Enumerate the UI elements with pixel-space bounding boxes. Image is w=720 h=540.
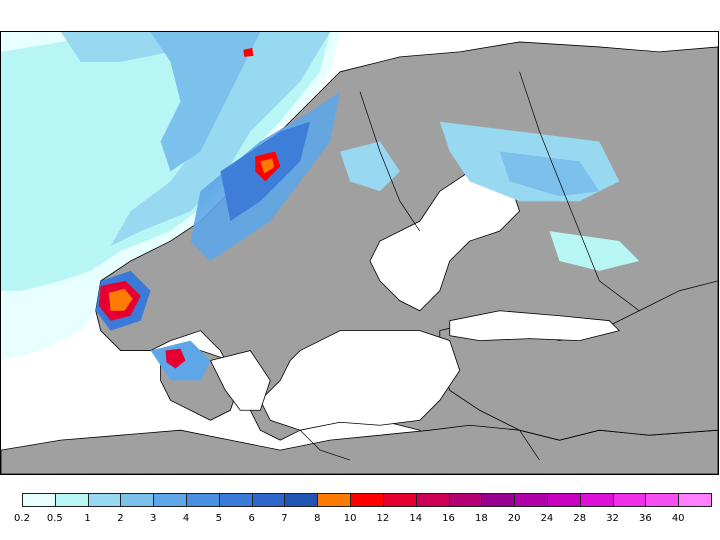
kattegat [209,350,271,411]
precip-land-field [95,47,640,381]
legend-swatch [350,493,384,507]
borders [299,71,640,461]
precip-core-south [165,348,186,369]
legend-tick-label: 1 [84,513,91,524]
legend-tick-label: 20 [507,513,521,524]
legend-tick-label: 6 [248,513,255,524]
legend-swatch [251,493,286,507]
legend-swatch [153,493,188,507]
legend-tick-label: 8 [314,513,321,524]
seas [209,170,621,431]
legend-swatch [546,493,581,507]
legend-swatch [579,493,614,507]
legend-swatch [612,493,647,507]
legend-tick-label: 36 [639,513,652,524]
legend-swatch [481,493,516,507]
legend-tick-label: 2 [117,513,124,524]
gulf-of-finland [449,310,621,342]
legend-swatch [382,493,417,507]
legend-swatch [415,493,450,507]
legend-swatch [645,493,680,507]
legend-swatch [54,493,89,507]
legend-swatch [284,493,319,507]
legend-swatch [678,493,712,507]
precipitation-legend [22,493,712,507]
legend-swatch [448,493,483,507]
legend-tick-label: 14 [409,513,423,524]
legend-swatch [87,493,122,507]
legend-tick-label: 12 [376,513,390,524]
legend-tick-label: 0.2 [14,513,30,524]
legend-swatch [120,493,155,507]
legend-tick-label: 32 [606,513,619,524]
legend-tick-label: 10 [343,513,357,524]
legend-tick-label: 28 [573,513,587,524]
legend-tick-label: 18 [474,513,488,524]
precipitation-map [0,31,719,475]
legend-tick-label: 40 [671,513,685,524]
legend-tick-label: 4 [182,513,190,524]
legend-tick-label: 7 [281,513,288,524]
legend-tick-label: 0.5 [46,513,63,524]
legend-tick-label: 5 [215,513,223,524]
legend-swatch [514,493,548,507]
legend-swatch [22,493,56,507]
europe-land [1,424,718,474]
legend-swatch [317,493,352,507]
baltic-sea [259,330,461,431]
legend-tick-label: 3 [150,513,157,524]
legend-swatch [218,493,253,507]
legend-swatch [186,493,220,507]
map-canvas [1,32,718,474]
legend-tick-label: 16 [442,513,455,524]
precip-sea-field [1,32,341,361]
legend-tick-label: 24 [540,513,554,524]
